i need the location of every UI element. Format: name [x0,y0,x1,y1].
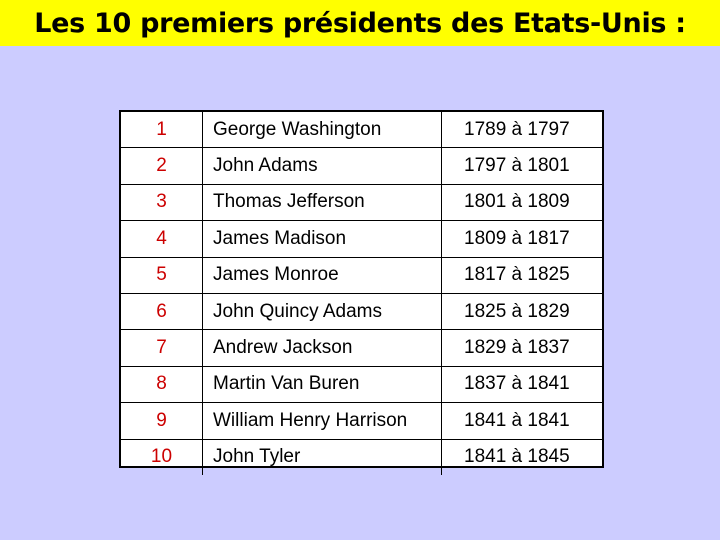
table-row: 4 James Madison 1809 à 1817 [121,220,602,258]
president-name: Andrew Jackson [202,329,442,367]
table-row: 1 George Washington 1789 à 1797 [121,112,602,149]
president-term: 1825 à 1829 [441,293,602,331]
president-term: 1801 à 1809 [441,184,602,222]
page-title: Les 10 premiers présidents des Etats-Uni… [34,7,686,39]
president-number: 1 [121,112,203,149]
president-number: 3 [121,184,203,222]
president-term: 1817 à 1825 [441,257,602,294]
president-name: James Monroe [202,257,442,294]
table-row: 3 Thomas Jefferson 1801 à 1809 [121,184,602,222]
table-row: 6 John Quincy Adams 1825 à 1829 [121,293,602,331]
president-name: James Madison [202,220,442,258]
president-name: Thomas Jefferson [202,184,442,222]
title-banner: Les 10 premiers présidents des Etats-Uni… [0,0,720,46]
president-name: John Quincy Adams [202,293,442,331]
president-term: 1841 à 1845 [464,446,570,468]
president-number: 9 [121,402,203,440]
presidents-table-body: 1 George Washington 1789 à 1797 2 John Adams… [121,112,602,475]
president-term: 1841 à 1841 [441,402,602,440]
table-row: 7 Andrew Jackson 1829 à 1837 [121,329,602,367]
president-name: William Henry Harrison [202,402,442,440]
presidents-table: 1 George Washington 1789 à 1797 2 John Adams… [119,110,604,475]
president-name: Martin Van Buren [202,366,442,404]
president-name: John Adams [202,147,442,185]
president-name: George Washington [202,112,442,149]
president-number: 8 [121,366,203,404]
president-number: 2 [121,147,203,185]
president-term: 1789 à 1797 [441,112,602,149]
table-row: 9 William Henry Harrison 1841 à 1841 [121,402,602,440]
table-row: 5 James Monroe 1817 à 1825 [121,257,602,294]
president-number: 5 [121,257,203,294]
president-number: 4 [121,220,203,258]
president-name: John Tyler [202,439,442,475]
president-number: 6 [121,293,203,331]
table-row: 8 Martin Van Buren 1837 à 1841 [121,366,602,404]
table-row: 2 John Adams 1797 à 1801 [121,147,602,185]
president-number: 7 [121,329,203,367]
president-term: 1829 à 1837 [441,329,602,367]
table-row: 10 John Tyler 1841 à 1845 [121,439,602,475]
president-number: 10 [121,439,203,475]
president-term: 1797 à 1801 [441,147,602,185]
president-term: 1837 à 1841 [441,366,602,404]
president-term: 1809 à 1817 [441,220,602,258]
